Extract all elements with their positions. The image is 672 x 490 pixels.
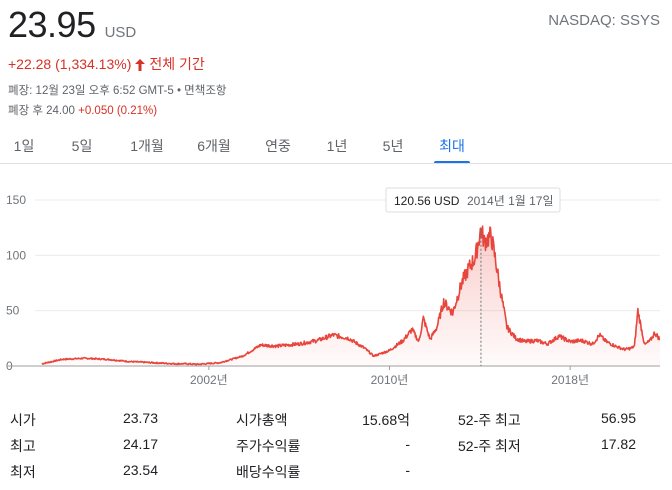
stat-label: 52-주 최저 <box>458 438 521 454</box>
exchange-ticker: NASDAQ: SSYS <box>548 12 660 29</box>
tab-6m[interactable]: 6개월 <box>197 138 231 154</box>
series-area <box>41 226 661 366</box>
tab-1d[interactable]: 1일 <box>13 138 35 154</box>
stat-value: - <box>405 462 410 478</box>
tabs-divider <box>0 163 672 164</box>
stat-value: 23.54 <box>122 462 158 478</box>
stat-label: 최저 <box>10 464 36 480</box>
stat-label: 52-주 최고 <box>458 412 521 428</box>
stat-label: 주가수익률 <box>236 438 301 454</box>
current-price: 23.95 <box>8 4 96 45</box>
tab-ytd[interactable]: 연중 <box>265 138 291 154</box>
tab-1y[interactable]: 1년 <box>326 138 348 154</box>
after-hours-change: +0.050 (0.21%) <box>78 105 158 117</box>
stat-label: 시가총액 <box>236 412 288 428</box>
after-hours-price: 폐장 후 24.00 <box>8 105 75 117</box>
stat-value: 56.95 <box>600 410 636 426</box>
series-line <box>41 225 661 366</box>
stat-label: 최고 <box>10 438 36 454</box>
x-tick-label: 2010년 <box>371 373 409 386</box>
after-hours-info: 폐장 후 24.00 +0.050 (0.21%) <box>8 102 157 118</box>
stat-value: - <box>405 436 410 452</box>
currency-label: USD <box>104 24 137 41</box>
up-arrow-icon <box>135 58 146 71</box>
stat-value: 23.73 <box>122 410 158 426</box>
tab-max[interactable]: 최대 <box>434 130 470 164</box>
price-change: +22.28 (1,334.13%) 전체 기간 <box>8 54 205 74</box>
tooltip-value: 120.56 USD <box>394 194 460 208</box>
price-header: 23.95 USD <box>8 4 136 46</box>
stat-value: 15.68억 <box>362 412 410 428</box>
change-value: +22.28 (1,334.13%) <box>8 56 132 72</box>
stat-label: 시가 <box>10 412 36 428</box>
change-period: 전체 기간 <box>149 56 205 72</box>
close-info: 폐장: 12월 23일 오후 6:52 GMT-5 • 면책조항 <box>8 85 227 97</box>
tooltip-box <box>385 187 561 213</box>
y-tick-label: 100 <box>6 248 26 262</box>
y-tick-label: 150 <box>6 193 26 207</box>
y-tick-label: 50 <box>6 304 20 318</box>
x-tick-label: 2002년 <box>190 373 228 386</box>
tab-5y[interactable]: 5년 <box>382 138 404 154</box>
tab-5d[interactable]: 5일 <box>71 138 93 154</box>
tooltip-date: 2014년 1월 17일 <box>467 194 554 208</box>
stat-label: 배당수익률 <box>236 464 301 480</box>
tab-1m[interactable]: 1개월 <box>130 138 164 154</box>
x-tick-label: 2018년 <box>551 373 589 386</box>
stat-value: 24.17 <box>122 436 158 452</box>
stat-value: 17.82 <box>600 436 636 452</box>
